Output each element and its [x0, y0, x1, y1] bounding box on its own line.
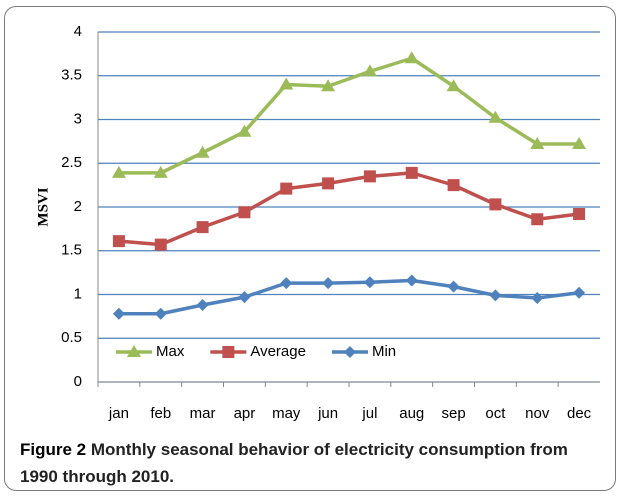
data-point: [531, 213, 544, 226]
series-line: [118, 278, 580, 316]
data-point: [322, 277, 335, 290]
x-tick-label: may: [272, 405, 301, 422]
y-axis-label: MSVI: [35, 187, 51, 226]
data-point: [112, 235, 125, 248]
y-tick-label: 3: [74, 110, 82, 127]
legend-marker: [222, 346, 235, 358]
data-point: [573, 286, 586, 299]
y-tick-label: 0: [74, 373, 82, 390]
series-line: [118, 171, 580, 247]
data-point: [195, 145, 210, 158]
data-point: [238, 291, 251, 304]
x-tick-label: mar: [190, 405, 216, 422]
data-point: [154, 238, 167, 251]
data-point: [489, 289, 502, 302]
data-point: [362, 64, 377, 77]
x-tick-label: jan: [108, 405, 129, 422]
data-point: [488, 110, 503, 123]
data-point: [280, 182, 293, 195]
data-point: [153, 165, 168, 178]
data-point: [405, 166, 418, 179]
data-point: [196, 221, 209, 234]
data-point: [322, 177, 335, 190]
x-tick-label: dec: [567, 405, 592, 422]
data-point: [279, 77, 294, 90]
data-point: [447, 179, 460, 192]
data-point: [530, 137, 545, 149]
y-tick-label: 3.5: [61, 67, 82, 84]
data-point: [238, 206, 251, 219]
data-point: [237, 124, 252, 137]
data-point: [404, 51, 419, 64]
data-point: [111, 165, 126, 178]
data-point: [531, 292, 544, 304]
caption-text: Monthly seasonal behavior of electricity…: [20, 440, 568, 486]
y-tick-label: 2: [74, 198, 82, 215]
data-point: [447, 280, 460, 293]
x-tick-label: jul: [361, 405, 377, 422]
legend-label: Average: [250, 343, 306, 360]
x-tick-label: apr: [234, 405, 256, 422]
data-point: [280, 277, 293, 290]
x-tick-label: jun: [317, 405, 338, 422]
data-point: [154, 307, 167, 320]
legend-label: Max: [156, 343, 185, 360]
data-point: [489, 198, 502, 211]
data-point: [321, 79, 336, 92]
data-point: [112, 307, 125, 320]
y-tick-label: 1.5: [61, 242, 82, 259]
data-point: [196, 299, 209, 311]
y-tick-label: 0.5: [61, 329, 82, 346]
y-tick-label: 1: [74, 285, 82, 302]
data-point: [572, 137, 587, 149]
x-tick-label: nov: [525, 405, 550, 422]
legend-label: Min: [372, 343, 396, 360]
caption-label: Figure 2: [20, 440, 87, 459]
x-tick-label: oct: [485, 405, 506, 422]
data-point: [363, 276, 376, 289]
caption: Figure 2 Monthly seasonal behavior of el…: [20, 436, 610, 490]
data-point: [573, 208, 586, 220]
y-tick-label: 4: [74, 23, 82, 40]
legend-marker: [127, 345, 141, 357]
legend-marker: [343, 346, 356, 358]
x-tick-label: feb: [150, 405, 171, 422]
x-tick-label: sep: [441, 405, 465, 422]
data-point: [446, 79, 461, 92]
data-point: [405, 274, 418, 287]
x-tick-label: aug: [399, 405, 424, 422]
figure-frame: [4, 6, 616, 491]
series-line: [118, 56, 580, 175]
y-tick-label: 2.5: [61, 154, 82, 171]
data-point: [363, 170, 376, 183]
